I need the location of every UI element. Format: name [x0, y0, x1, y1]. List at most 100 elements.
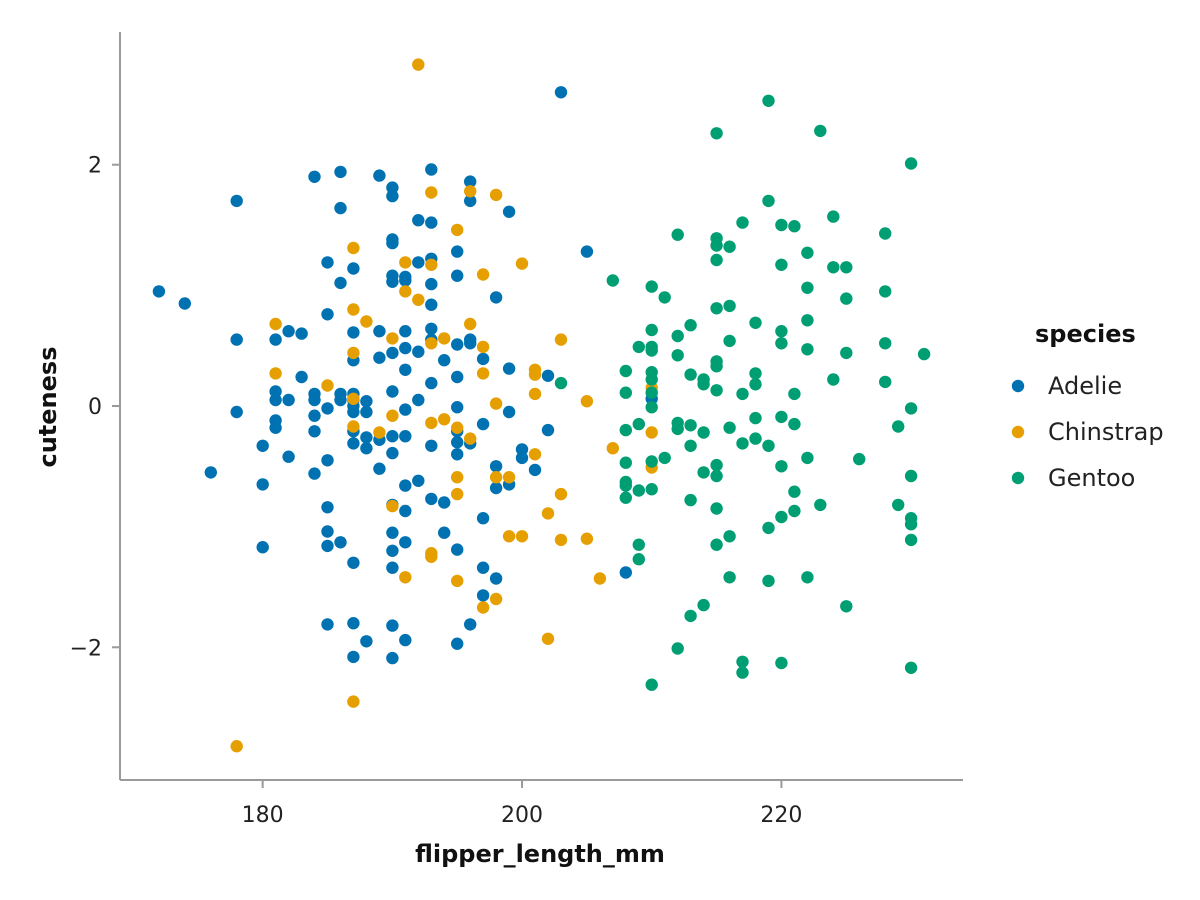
point-adelie-79	[399, 325, 412, 338]
point-chinstrap-18	[412, 58, 425, 71]
point-gentoo-53	[710, 469, 723, 483]
point-adelie-50	[347, 650, 360, 664]
point-adelie-100	[425, 376, 438, 390]
point-gentoo-1	[606, 274, 619, 287]
point-gentoo-42	[697, 466, 710, 479]
point-chinstrap-44	[502, 471, 516, 484]
point-gentoo-47	[710, 253, 723, 267]
point-adelie-32	[321, 618, 334, 631]
point-chinstrap-1	[269, 317, 282, 331]
point-adelie-138	[541, 369, 555, 382]
point-gentoo-87	[788, 417, 801, 431]
point-adelie-28	[321, 454, 334, 467]
point-adelie-24	[308, 467, 321, 480]
point-gentoo-108	[879, 337, 892, 350]
point-gentoo-76	[762, 574, 775, 588]
point-adelie-73	[386, 544, 399, 557]
point-adelie-122	[476, 352, 490, 366]
point-adelie-67	[386, 346, 399, 360]
point-gentoo-19	[645, 373, 658, 386]
points-layer	[152, 58, 931, 753]
point-gentoo-113	[904, 402, 918, 415]
point-adelie-10	[269, 385, 282, 398]
point-adelie-82	[399, 403, 412, 416]
point-chinstrap-31	[451, 487, 464, 501]
point-adelie-53	[360, 431, 373, 444]
point-gentoo-70	[749, 411, 762, 425]
point-gentoo-110	[892, 420, 905, 433]
point-adelie-132	[502, 362, 516, 375]
point-adelie-135	[515, 443, 529, 456]
point-adelie-130	[489, 572, 503, 585]
point-gentoo-33	[684, 319, 697, 332]
point-adelie-5	[230, 405, 243, 419]
point-chinstrap-38	[476, 367, 490, 380]
point-chinstrap-43	[489, 592, 503, 606]
point-adelie-78	[399, 274, 412, 287]
point-chinstrap-20	[425, 186, 438, 199]
point-adelie-127	[489, 291, 503, 304]
point-adelie-104	[438, 496, 451, 509]
point-chinstrap-16	[399, 285, 412, 298]
point-adelie-97	[425, 298, 438, 311]
point-chinstrap-23	[425, 416, 438, 430]
point-chinstrap-58	[580, 532, 594, 545]
point-gentoo-106	[879, 227, 892, 240]
point-chinstrap-51	[528, 448, 542, 461]
point-adelie-123	[476, 417, 490, 431]
point-adelie-98	[425, 322, 438, 335]
point-adelie-30	[321, 525, 334, 538]
point-gentoo-105	[853, 452, 866, 466]
point-chinstrap-50	[528, 387, 542, 401]
legend-items: Adelie Chinstrap Gentoo	[1011, 372, 1164, 492]
point-chinstrap-46	[515, 257, 529, 270]
point-adelie-47	[347, 437, 360, 450]
point-adelie-38	[334, 536, 347, 549]
point-adelie-7	[256, 478, 269, 491]
point-chinstrap-52	[541, 507, 555, 520]
point-gentoo-67	[749, 316, 762, 329]
legend-label-adelie: Adelie	[1048, 372, 1122, 400]
x-axis-ticks: 180 200 220	[242, 780, 802, 828]
point-adelie-33	[334, 165, 347, 179]
legend-marker-adelie	[1011, 379, 1025, 393]
point-gentoo-104	[840, 600, 853, 613]
point-gentoo-82	[775, 460, 788, 473]
point-chinstrap-45	[502, 530, 516, 543]
point-gentoo-34	[684, 368, 697, 381]
point-chinstrap-8	[347, 420, 360, 433]
point-adelie-27	[321, 402, 334, 415]
point-chinstrap-59	[593, 572, 607, 585]
x-tick-label: 220	[760, 803, 802, 828]
point-chinstrap-25	[425, 550, 438, 563]
point-chinstrap-6	[347, 346, 360, 360]
point-chinstrap-33	[464, 185, 477, 198]
point-adelie-140	[554, 86, 568, 99]
point-gentoo-23	[645, 483, 658, 496]
point-gentoo-5	[619, 456, 632, 469]
point-adelie-29	[321, 501, 334, 514]
point-gentoo-3	[619, 386, 632, 399]
point-adelie-14	[282, 325, 295, 338]
point-adelie-96	[425, 277, 438, 291]
point-adelie-129	[489, 481, 503, 495]
point-gentoo-69	[749, 378, 762, 391]
point-gentoo-101	[840, 261, 853, 274]
point-gentoo-107	[879, 285, 892, 298]
point-chinstrap-19	[412, 293, 425, 306]
point-gentoo-20	[645, 386, 658, 399]
point-gentoo-74	[762, 439, 775, 452]
point-adelie-64	[386, 236, 399, 250]
point-gentoo-112	[904, 157, 918, 170]
point-adelie-37	[334, 393, 347, 407]
point-gentoo-27	[671, 228, 684, 241]
point-adelie-62	[386, 189, 399, 203]
point-gentoo-61	[723, 571, 736, 584]
point-adelie-90	[412, 345, 425, 358]
point-adelie-126	[476, 589, 490, 602]
point-adelie-15	[282, 393, 295, 407]
point-adelie-108	[451, 338, 464, 351]
point-adelie-4	[230, 333, 243, 346]
y-tick-label: 2	[88, 154, 102, 179]
point-adelie-40	[347, 326, 360, 339]
